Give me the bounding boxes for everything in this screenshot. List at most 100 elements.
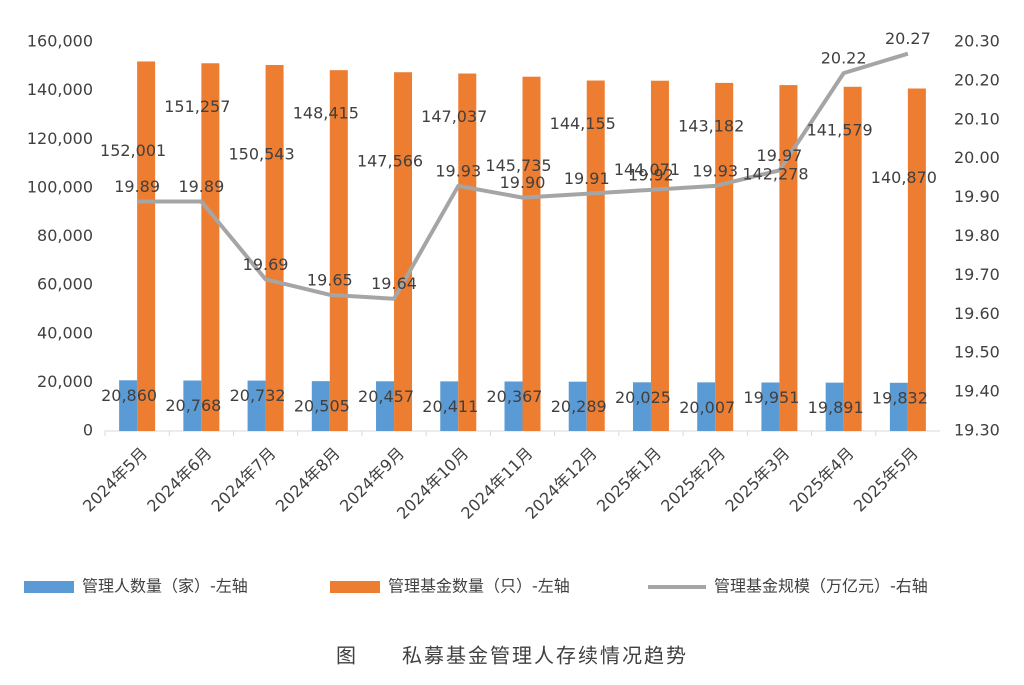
x-tick-label: 2025年1月 — [593, 444, 665, 516]
y2-tick-label: 20.00 — [954, 148, 1000, 167]
bar — [586, 80, 605, 431]
chart-title: 图 私募基金管理人存续情况趋势 — [336, 644, 688, 668]
x-tick-label: 2024年6月 — [143, 444, 215, 516]
data-label: 143,182 — [678, 116, 744, 135]
bar — [889, 382, 908, 431]
data-label: 20,025 — [615, 388, 671, 407]
data-label: 151,257 — [164, 97, 230, 116]
data-label: 19.69 — [243, 255, 289, 274]
bar — [329, 70, 348, 432]
bar — [311, 381, 330, 431]
x-tick-label: 2025年3月 — [721, 444, 793, 516]
y-tick-label: 100,000 — [27, 177, 93, 196]
data-label: 142,278 — [742, 165, 808, 184]
data-label: 19.93 — [692, 161, 738, 180]
y-tick-label: 60,000 — [37, 275, 93, 294]
bar — [504, 381, 523, 431]
y-tick-label: 80,000 — [37, 226, 93, 245]
data-label: 144,071 — [614, 160, 680, 179]
bar — [201, 63, 220, 432]
data-label: 19.93 — [435, 161, 481, 180]
data-label: 20,411 — [422, 397, 478, 416]
data-label: 140,870 — [871, 168, 937, 187]
data-label: 20,007 — [679, 398, 735, 417]
data-label: 144,155 — [550, 114, 616, 133]
data-label: 20,860 — [101, 386, 157, 405]
x-tick-label: 2025年4月 — [786, 444, 858, 516]
y-tick-label: 120,000 — [27, 129, 93, 148]
x-tick-label: 2024年7月 — [208, 444, 280, 516]
data-label: 147,566 — [357, 152, 423, 171]
data-label: 141,579 — [807, 120, 873, 139]
bar — [265, 64, 284, 431]
bar — [632, 382, 651, 431]
x-tick-label: 2025年2月 — [657, 444, 729, 516]
bar — [376, 381, 395, 431]
data-label: 19.91 — [564, 169, 610, 188]
bar — [394, 72, 413, 431]
bar — [843, 86, 862, 431]
bar — [458, 73, 477, 431]
bar — [522, 76, 541, 432]
data-label: 20,505 — [294, 397, 350, 416]
y2-tick-label: 19.90 — [954, 187, 1000, 206]
y2-tick-label: 19.80 — [954, 226, 1000, 245]
data-label: 19.64 — [371, 274, 417, 293]
bar — [761, 382, 780, 431]
bar — [137, 61, 156, 431]
bar — [779, 85, 798, 431]
y2-tick-label: 20.10 — [954, 109, 1000, 128]
data-label: 145,735 — [485, 156, 551, 175]
data-label: 150,543 — [228, 144, 294, 163]
data-label: 20,732 — [230, 386, 286, 405]
data-label: 19.89 — [178, 177, 224, 196]
bar — [568, 381, 587, 431]
data-label: 20,768 — [165, 396, 221, 415]
y-tick-label: 140,000 — [27, 80, 93, 99]
y2-tick-label: 19.30 — [954, 421, 1000, 440]
bar — [440, 381, 459, 431]
legend-label: 管理基金数量（只）-左轴 — [388, 577, 570, 596]
bar — [650, 80, 669, 431]
data-label: 19.92 — [628, 165, 674, 184]
x-tick-label: 2024年8月 — [272, 444, 344, 516]
data-label: 19.97 — [757, 146, 803, 165]
y2-tick-label: 20.20 — [954, 70, 1000, 89]
y-tick-label: 160,000 — [27, 32, 93, 51]
bar — [825, 382, 844, 431]
data-label: 19.90 — [500, 173, 546, 192]
y-tick-label: 20,000 — [37, 372, 93, 391]
data-label: 19,832 — [872, 388, 928, 407]
line — [137, 51, 909, 301]
y2-tick-label: 19.40 — [954, 382, 1000, 401]
y-tick-label: 0 — [83, 421, 93, 440]
data-label: 20,367 — [487, 387, 543, 406]
x-tick-label: 2024年5月 — [79, 444, 151, 516]
y2-tick-label: 19.50 — [954, 343, 1000, 362]
data-label: 19.89 — [114, 177, 160, 196]
data-label: 20.22 — [821, 49, 867, 68]
legend-label: 管理基金规模（万亿元）-右轴 — [714, 577, 928, 596]
bar — [247, 380, 266, 431]
data-label: 20,289 — [551, 397, 607, 416]
legend-label: 管理人数量（家）-左轴 — [82, 577, 248, 596]
data-label: 20.27 — [885, 29, 931, 48]
data-label: 148,415 — [293, 104, 359, 123]
data-label: 147,037 — [421, 107, 487, 126]
bar — [715, 82, 734, 431]
y-tick-label: 40,000 — [37, 323, 93, 342]
bar — [907, 88, 926, 431]
data-label: 19.65 — [307, 270, 353, 289]
data-label: 19,891 — [808, 398, 864, 417]
data-label: 19,951 — [743, 388, 799, 407]
bar — [697, 382, 716, 431]
x-tick-label: 2025年5月 — [850, 444, 922, 516]
bar — [119, 380, 138, 431]
y2-tick-label: 19.70 — [954, 265, 1000, 284]
bar — [183, 380, 202, 431]
legend-swatch — [330, 581, 380, 593]
data-label: 20,457 — [358, 387, 414, 406]
legend-swatch — [24, 581, 74, 593]
